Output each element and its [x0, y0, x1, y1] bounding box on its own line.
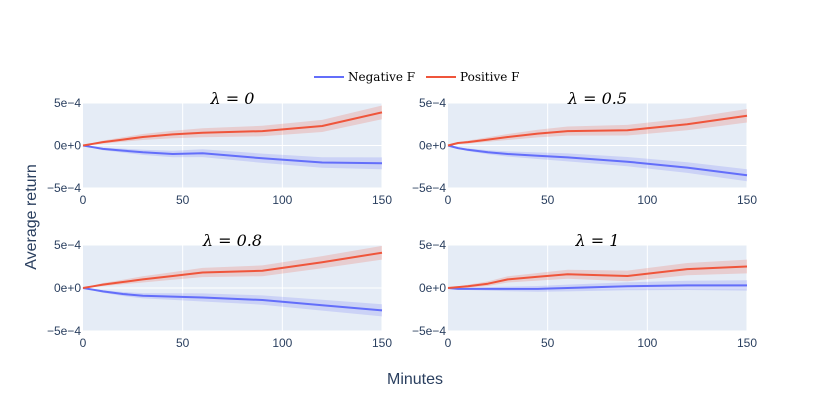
subplot-1: 0 50 100 150 −5e−4 0e+0 5e−4 λ = 0.5 [412, 89, 757, 207]
y-tick-label: −5e−4 [47, 324, 81, 338]
x-tick-label: 150 [372, 193, 392, 207]
series-line-positive [82, 251, 383, 289]
legend-item-positive[interactable]: Positive F [426, 70, 520, 84]
x-tick-label: 50 [176, 193, 190, 207]
x-tick-label: 150 [372, 336, 392, 350]
y-tick-label: −5e−4 [47, 181, 81, 195]
y-tick-label: −5e−4 [412, 181, 446, 195]
y-tick-label: 0e+0 [54, 139, 81, 153]
confidence-band-positive [448, 109, 747, 146]
confidence-band-negative [83, 288, 382, 317]
subplot-title: λ = 0.8 [202, 231, 262, 250]
x-tick-label: 100 [637, 193, 657, 207]
x-tick-label: 100 [637, 336, 657, 350]
subplot-title: λ = 0.5 [567, 89, 627, 108]
x-tick-label: 0 [80, 336, 87, 350]
series-line-positive [447, 114, 748, 147]
subplot-2: 0 50 100 150 −5e−4 0e+0 5e−4 λ = 0.8 [47, 231, 392, 350]
series-line-positive [447, 265, 748, 289]
legend-label-positive: Positive F [460, 70, 520, 84]
y-tick-label: 0e+0 [54, 281, 81, 295]
subplot-title: λ = 0 [210, 89, 255, 108]
y-tick-label: 0e+0 [419, 139, 446, 153]
x-tick-label: 150 [737, 193, 757, 207]
x-tick-label: 100 [272, 193, 292, 207]
x-tick-label: 150 [737, 336, 757, 350]
legend-item-negative[interactable]: Negative F [314, 70, 415, 84]
x-tick-label: 0 [80, 193, 87, 207]
x-tick-label: 50 [176, 336, 190, 350]
subplot-3: 0 50 100 150 −5e−4 0e+0 5e−4 λ = 1 [412, 231, 757, 350]
legend-label-negative: Negative F [348, 70, 415, 84]
subplots: 0 50 100 150 −5e−4 0e+0 5e−4 λ = 0 0 50 100 150 −5e−… [47, 89, 757, 350]
series-line-negative [82, 287, 383, 312]
x-tick-label: 50 [541, 193, 555, 207]
series-line-negative [82, 144, 383, 165]
y-tick-label: −5e−4 [412, 324, 446, 338]
subplot-0: 0 50 100 150 −5e−4 0e+0 5e−4 λ = 0 [47, 89, 392, 207]
y-tick-label: 5e−4 [419, 238, 446, 252]
x-tick-label: 0 [445, 193, 452, 207]
confidence-band-positive [448, 259, 747, 288]
legend[interactable]: Negative F Positive F [314, 70, 520, 84]
series-line-negative [447, 284, 747, 290]
y-tick-label: 5e−4 [419, 96, 446, 110]
x-tick-label: 100 [272, 336, 292, 350]
x-axis-title: Minutes [387, 371, 443, 388]
y-tick-label: 0e+0 [419, 281, 446, 295]
x-tick-label: 0 [445, 336, 452, 350]
x-tick-label: 50 [541, 336, 555, 350]
subplot-title: λ = 1 [575, 231, 620, 250]
confidence-band-negative [83, 145, 382, 170]
y-tick-label: 5e−4 [54, 96, 81, 110]
y-axis-title: Average return [23, 164, 40, 270]
series-line-negative [447, 144, 748, 177]
series-line-positive [82, 111, 383, 147]
y-tick-label: 5e−4 [54, 238, 81, 252]
